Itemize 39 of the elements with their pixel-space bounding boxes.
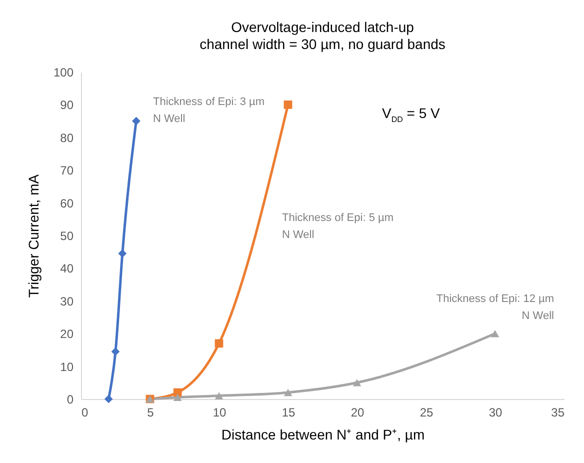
point [284,100,292,109]
y-tick-label: 90 [60,98,74,112]
x-tick-label: 10 [212,406,226,420]
x-axis-title: Distance between N⁺ and P⁺, µm [221,426,425,442]
point [214,339,224,348]
x-tick-label: 25 [420,406,434,420]
y-tick-label: 80 [60,130,74,145]
point [104,394,113,404]
y-tick-label: 50 [60,229,74,243]
point [118,249,127,258]
x-tick-label: 30 [488,406,502,420]
y-tick-label: 70 [60,164,74,178]
y-tick-label: 30 [60,294,74,308]
x-tick-label: 35 [551,406,565,420]
x-tick-label: 0 [82,406,88,420]
y-tick-label: 100 [53,66,74,80]
point [352,379,362,386]
x-tick-label: 15 [282,406,296,420]
point [173,394,182,401]
chart-subtitle: channel width = 30 µm, no guard bands [200,36,446,52]
annotation: Thickness of Epi: 5 µm N Well [282,211,394,243]
y-tick-label: 0 [66,392,74,406]
annotation: Thickness of Epi: 3 µm N Well [153,95,264,127]
point [284,388,292,396]
point [173,388,182,397]
point [214,392,224,400]
x-tick-label: 20 [350,406,364,420]
chart-title: Overvoltage-induced latch-up [231,19,414,35]
y-axis-title: Trigger Current, mA [25,174,42,298]
y-tick-label: 40 [60,262,74,276]
x-tick-label: 5 [147,406,154,420]
point [132,116,140,126]
annotation: V$_{DD}$ = 5 V [382,105,440,124]
y-tick-label: 60 [60,196,74,210]
annotation: Thickness of Epi: 12 µm N Well [436,292,554,324]
y-tick-label: 20 [60,327,74,342]
y-tick-label: 10 [60,360,74,374]
point [111,347,120,356]
point [490,330,500,338]
